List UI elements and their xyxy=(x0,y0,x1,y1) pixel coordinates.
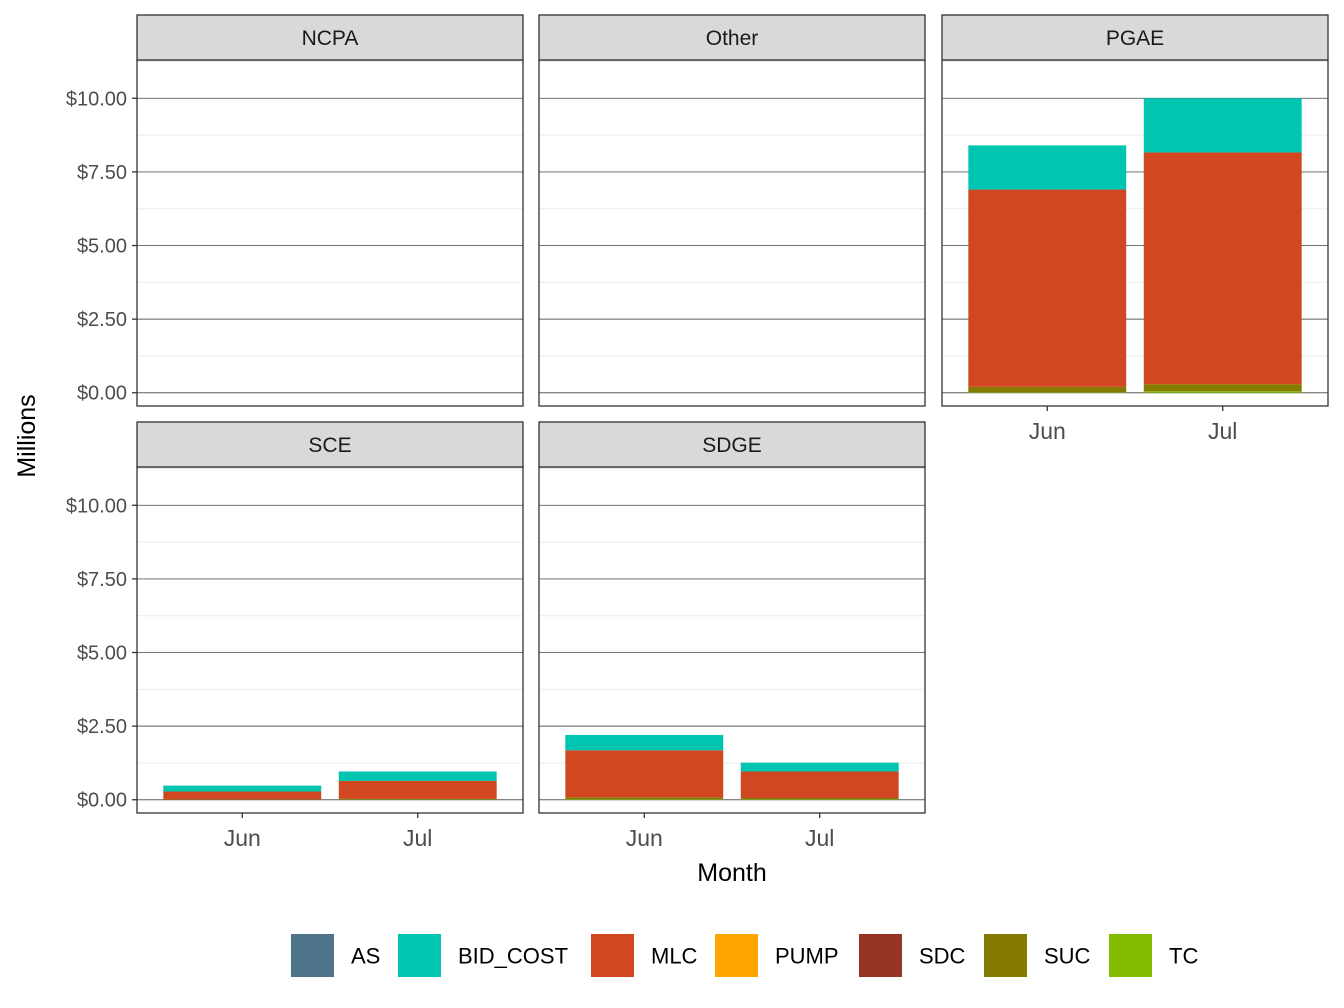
y-tick-label: $7.50 xyxy=(77,569,127,591)
bar-pgae-jul-mlc xyxy=(1143,152,1302,385)
facet-strip-label: SCE xyxy=(308,434,351,457)
legend-key xyxy=(1109,934,1152,977)
bar-pgae-jun-suc xyxy=(968,386,1127,393)
panel-background xyxy=(137,467,523,813)
y-tick-label: $0.00 xyxy=(77,383,127,405)
bar-sce-jul-suc xyxy=(338,798,497,800)
bar-pgae-jun-mlc xyxy=(968,189,1127,387)
legend-item-bid-cost: BID_COST xyxy=(398,934,568,977)
panel-pgae: PGAE Jun Jul xyxy=(941,14,1329,444)
x-tick-label: Jun xyxy=(626,825,663,851)
bar-sdge-jun-suc xyxy=(565,797,724,800)
facet-strip-label: SDGE xyxy=(702,434,762,457)
facet-strip-label: NCPA xyxy=(302,27,359,50)
y-tick-label: $2.50 xyxy=(77,309,127,331)
y-tick-label: $5.00 xyxy=(77,643,127,665)
legend-item-suc: SUC xyxy=(984,934,1091,977)
x-tick-label: Jul xyxy=(1208,418,1237,444)
bar-sdge-jul-tc xyxy=(740,799,899,800)
bar-pgae-jun-bid-cost xyxy=(968,145,1127,190)
legend-item-tc: TC xyxy=(1109,934,1198,977)
y-tick-label: $10.00 xyxy=(66,88,127,110)
facet-strip xyxy=(941,14,1329,61)
bar-sce-jun-mlc xyxy=(163,791,322,800)
bar-pgae-jun-tc xyxy=(968,392,1127,393)
legend-item-sdc: SDC xyxy=(859,934,966,977)
legend-label: SDC xyxy=(919,944,966,969)
legend: AS BID_COST MLC PUMP SDC SUC TC xyxy=(291,934,1198,977)
x-tick-label: Jun xyxy=(224,825,261,851)
y-tick-label: $10.00 xyxy=(66,495,127,517)
panel-background xyxy=(539,60,925,406)
facet-strip xyxy=(538,421,926,468)
legend-key xyxy=(984,934,1027,977)
x-tick-label: Jun xyxy=(1029,418,1066,444)
x-axis-title: Month xyxy=(697,859,766,887)
legend-item-pump: PUMP xyxy=(715,934,839,977)
bar-sdge-jun-tc xyxy=(565,799,724,800)
legend-key xyxy=(591,934,634,977)
legend-key xyxy=(291,934,334,977)
y-tick-label: $5.00 xyxy=(77,236,127,258)
legend-key xyxy=(715,934,758,977)
facet-strip-label: Other xyxy=(706,27,759,50)
x-tick-label: Jul xyxy=(805,825,834,851)
legend-label: MLC xyxy=(651,944,698,969)
y-axis-title: Millions xyxy=(13,394,41,477)
panel-ncpa: NCPA $0.00 $2.50 $5.00 $7.50 $10.00 xyxy=(66,14,524,407)
panel-other: Other xyxy=(538,14,926,407)
legend-item-mlc: MLC xyxy=(591,934,698,977)
legend-label: AS xyxy=(351,944,380,969)
bar-pgae-jul-bid-cost xyxy=(1143,98,1302,153)
facet-strip-label: PGAE xyxy=(1106,27,1164,50)
bar-sdge-jul-mlc xyxy=(740,771,899,798)
bar-sce-jul-bid-cost xyxy=(338,771,497,781)
y-tick-label: $7.50 xyxy=(77,162,127,184)
bar-pgae-jul-suc xyxy=(1143,384,1302,392)
bar-sdge-jul-suc xyxy=(740,797,899,800)
panels: NCPA $0.00 $2.50 $5.00 $7.50 $10.00 Other PGAE J… xyxy=(66,14,1329,851)
bar-sce-jul-mlc xyxy=(338,780,497,799)
legend-label: TC xyxy=(1169,944,1198,969)
x-tick-label: Jul xyxy=(403,825,432,851)
panel-background xyxy=(137,60,523,406)
legend-key xyxy=(859,934,902,977)
legend-item-as: AS xyxy=(291,934,380,977)
panel-sce: SCE $0.00 $2.50 $5.00 $7.50 $10.00 Jun Jul xyxy=(66,421,524,851)
panel-sdge: SDGE Jun Jul xyxy=(538,421,926,851)
facet-strip xyxy=(136,14,524,61)
y-tick-label: $2.50 xyxy=(77,716,127,738)
legend-label: SUC xyxy=(1044,944,1091,969)
y-axis-title-group: Millions xyxy=(13,394,41,477)
bar-sdge-jun-bid-cost xyxy=(565,734,724,751)
facet-strip xyxy=(538,14,926,61)
bar-sce-jun-bid-cost xyxy=(163,785,322,792)
legend-label: BID_COST xyxy=(458,944,568,969)
legend-key xyxy=(398,934,441,977)
legend-label: PUMP xyxy=(775,944,839,969)
y-tick-label: $0.00 xyxy=(77,790,127,812)
bar-sdge-jun-mlc xyxy=(565,750,724,798)
facet-strip xyxy=(136,421,524,468)
bar-sdge-jul-bid-cost xyxy=(740,762,899,772)
bar-pgae-jul-tc xyxy=(1143,391,1302,393)
